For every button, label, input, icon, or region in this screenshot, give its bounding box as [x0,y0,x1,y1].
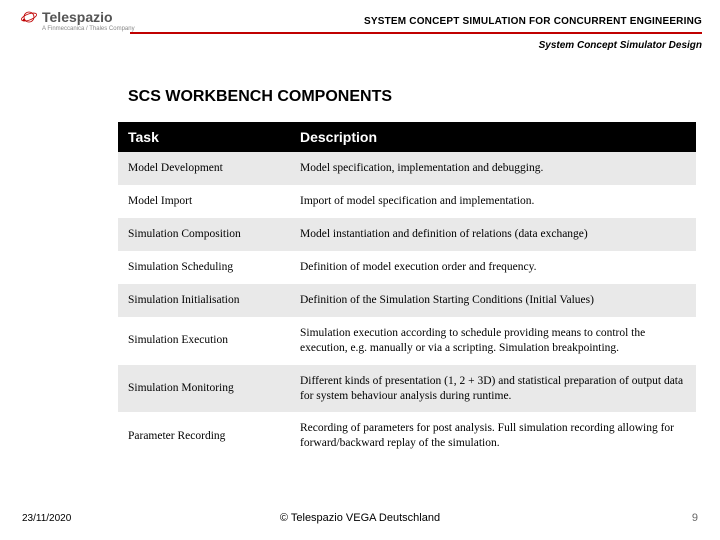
task-cell: Model Import [118,185,290,218]
footer-page-number: 9 [692,512,698,524]
footer-date: 23/11/2020 [22,513,71,524]
table-row: Parameter Recording Recording of paramet… [118,412,696,460]
slide-title: SCS WORKBENCH COMPONENTS [128,88,392,106]
header-divider [130,32,702,34]
desc-cell: Definition of the Simulation Starting Co… [290,284,696,317]
task-cell: Simulation Monitoring [118,365,290,413]
table-body: Model Development Model specification, i… [118,152,696,460]
desc-cell: Definition of model execution order and … [290,251,696,284]
desc-cell: Different kinds of presentation (1, 2 + … [290,365,696,413]
header-title: SYSTEM CONCEPT SIMULATION FOR CONCURRENT… [364,16,702,27]
task-cell: Model Development [118,152,290,185]
task-cell: Simulation Initialisation [118,284,290,317]
logo-text: Telespazio [42,9,113,25]
task-cell: Parameter Recording [118,412,290,460]
table-row: Simulation Execution Simulation executio… [118,317,696,365]
desc-cell: Import of model specification and implem… [290,185,696,218]
task-cell: Simulation Scheduling [118,251,290,284]
header-subtitle: System Concept Simulator Design [539,40,702,51]
task-cell: Simulation Execution [118,317,290,365]
desc-cell: Model instantiation and definition of re… [290,218,696,251]
table-row: Simulation Initialisation Definition of … [118,284,696,317]
logo-icon [20,8,38,26]
table-row: Model Development Model specification, i… [118,152,696,185]
logo: Telespazio [20,8,113,26]
desc-cell: Model specification, implementation and … [290,152,696,185]
desc-cell: Simulation execution according to schedu… [290,317,696,365]
components-table: Task Description Model Development Model… [118,122,696,460]
table-row: Simulation Scheduling Definition of mode… [118,251,696,284]
table-header-desc: Description [290,122,696,152]
task-cell: Simulation Composition [118,218,290,251]
slide-header: Telespazio A Finmeccanica / Thales Compa… [0,0,720,62]
footer-copyright: © Telespazio VEGA Deutschland [280,512,440,524]
table-row: Simulation Composition Model instantiati… [118,218,696,251]
logo-subtitle: A Finmeccanica / Thales Company [42,26,135,32]
table-row: Model Import Import of model specificati… [118,185,696,218]
table-row: Simulation Monitoring Different kinds of… [118,365,696,413]
desc-cell: Recording of parameters for post analysi… [290,412,696,460]
table-header-task: Task [118,122,290,152]
table-header-row: Task Description [118,122,696,152]
